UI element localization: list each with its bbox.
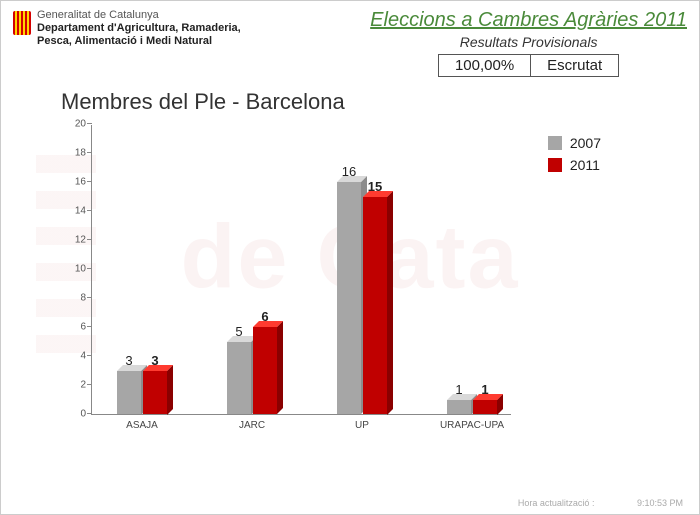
- org-line1: Generalitat de Catalunya: [37, 9, 241, 22]
- y-tick-label: 16: [75, 177, 86, 188]
- y-tick-mark: [87, 413, 92, 414]
- scrutiny-box: 100,00% Escrutat: [438, 54, 619, 77]
- y-tick-mark: [87, 210, 92, 211]
- y-tick-mark: [87, 239, 92, 240]
- bar-value-label: 16: [342, 164, 356, 179]
- bar-group: 1615UP: [327, 182, 397, 414]
- footer-time: 9:10:53 PM: [637, 498, 683, 508]
- bar: 6: [253, 327, 277, 414]
- category-label: JARC: [239, 420, 265, 431]
- bar: 1: [447, 400, 471, 415]
- header-left: Generalitat de Catalunya Departament d'A…: [13, 9, 241, 77]
- y-tick-label: 8: [80, 293, 86, 304]
- header: Generalitat de Catalunya Departament d'A…: [1, 1, 699, 81]
- footer-label: Hora actualització :: [518, 498, 595, 508]
- org-line2: Departament d'Agricultura, Ramaderia,: [37, 22, 241, 35]
- y-tick-mark: [87, 181, 92, 182]
- y-tick-label: 2: [80, 380, 86, 391]
- bar-group: 11URAPAC-UPA: [437, 400, 507, 415]
- bar: 15: [363, 197, 387, 415]
- y-tick-mark: [87, 384, 92, 385]
- y-tick-mark: [87, 297, 92, 298]
- legend-item: 2007: [548, 135, 601, 151]
- bar-value-label: 3: [151, 353, 158, 368]
- legend-item: 2011: [548, 157, 601, 173]
- y-tick-label: 20: [75, 119, 86, 130]
- scrutiny-pct: 100,00%: [439, 55, 531, 76]
- scrutiny-label: Escrutat: [531, 55, 618, 76]
- legend-label: 2007: [570, 135, 601, 151]
- header-right: Eleccions a Cambres Agràries 2011 Result…: [370, 9, 687, 77]
- bar-value-label: 1: [455, 382, 462, 397]
- y-tick-label: 10: [75, 264, 86, 275]
- y-tick-label: 0: [80, 409, 86, 420]
- bar-value-label: 1: [481, 382, 488, 397]
- bar: 5: [227, 342, 251, 415]
- plot: 0246810121416182033ASAJA56JARC1615UP11UR…: [91, 125, 511, 415]
- y-tick-label: 6: [80, 322, 86, 333]
- chart-title: Membres del Ple - Barcelona: [61, 89, 699, 115]
- election-title: Eleccions a Cambres Agràries 2011: [370, 9, 687, 32]
- y-tick-label: 18: [75, 148, 86, 159]
- footer: Hora actualització : 9:10:53 PM: [478, 498, 683, 508]
- org-line3: Pesca, Alimentació i Medi Natural: [37, 35, 241, 48]
- bar-value-label: 15: [368, 179, 382, 194]
- bar-value-label: 6: [261, 309, 268, 324]
- y-tick-mark: [87, 152, 92, 153]
- legend-label: 2011: [570, 157, 600, 173]
- y-tick-label: 14: [75, 206, 86, 217]
- gencat-logo-icon: [13, 11, 31, 35]
- provisional-label: Resultats Provisionals: [370, 34, 687, 50]
- bar-value-label: 3: [125, 353, 132, 368]
- bar-group: 56JARC: [217, 327, 287, 414]
- y-tick-mark: [87, 268, 92, 269]
- y-tick-label: 12: [75, 235, 86, 246]
- y-tick-mark: [87, 355, 92, 356]
- bar: 3: [117, 371, 141, 415]
- bar: 16: [337, 182, 361, 414]
- category-label: URAPAC-UPA: [440, 420, 504, 431]
- org-text: Generalitat de Catalunya Departament d'A…: [37, 9, 241, 77]
- legend-swatch-icon: [548, 136, 562, 150]
- legend-swatch-icon: [548, 158, 562, 172]
- y-tick-label: 4: [80, 351, 86, 362]
- bar: 3: [143, 371, 167, 415]
- category-label: UP: [355, 420, 369, 431]
- legend: 2007 2011: [548, 135, 601, 179]
- y-tick-mark: [87, 326, 92, 327]
- bar-value-label: 5: [235, 324, 242, 339]
- y-tick-mark: [87, 123, 92, 124]
- bar: 1: [473, 400, 497, 415]
- chart-area: 0246810121416182033ASAJA56JARC1615UP11UR…: [61, 125, 581, 445]
- bar-group: 33ASAJA: [107, 371, 177, 415]
- category-label: ASAJA: [126, 420, 158, 431]
